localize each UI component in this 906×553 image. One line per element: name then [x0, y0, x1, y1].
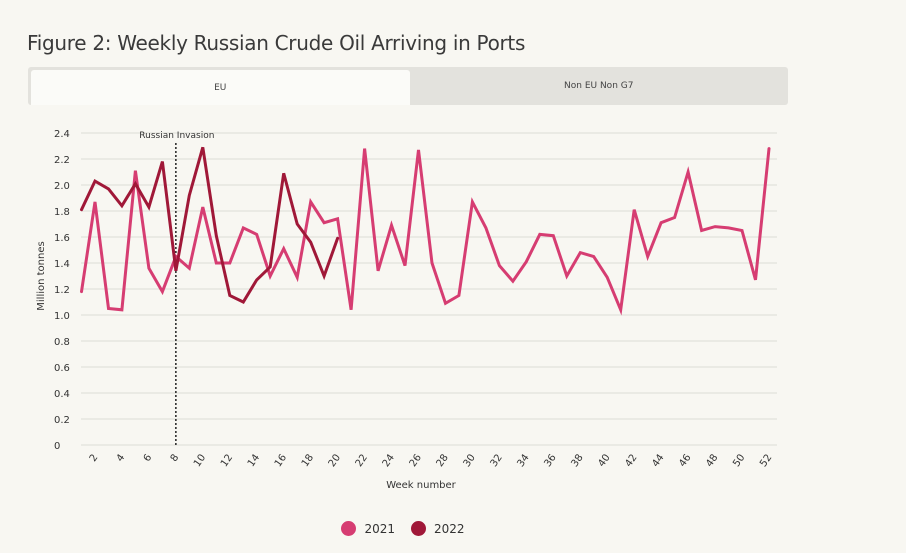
x-tick-label: 6 [142, 452, 155, 464]
x-tick-label: 40 [596, 452, 612, 469]
x-tick-label: 28 [435, 452, 451, 469]
y-tick-label: 0.4 [54, 389, 70, 400]
x-tick-label: 38 [569, 452, 585, 469]
y-tick-label: 2.0 [54, 181, 70, 192]
x-tick-label: 52 [758, 452, 774, 469]
x-tick-label: 26 [408, 452, 424, 469]
x-tick-label: 12 [219, 452, 235, 469]
tab-eu[interactable]: EU [31, 70, 410, 105]
x-tick-label: 14 [246, 452, 262, 469]
x-tick-label: 34 [515, 452, 531, 469]
x-tick-label: 10 [192, 452, 208, 469]
x-tick-label: 30 [462, 452, 478, 469]
x-tick-label: 36 [542, 452, 558, 469]
x-tick-label: 46 [677, 452, 693, 469]
x-tick-label: 20 [327, 452, 343, 469]
x-tick-label: 16 [273, 452, 289, 469]
x-tick-label: 42 [623, 452, 639, 469]
x-tick-label: 2 [88, 452, 101, 464]
legend-swatch-2021 [341, 521, 357, 536]
legend-label-2022: 2022 [434, 521, 465, 536]
x-tick-label: 4 [115, 452, 128, 464]
x-tick-label: 50 [731, 452, 747, 469]
tab-non-eu-non-g7[interactable]: Non EU Non G7 [564, 81, 634, 91]
legend: 2021 2022 [0, 521, 806, 536]
y-tick-label: 1.2 [54, 285, 70, 296]
y-tick-label: 2.2 [54, 155, 70, 166]
x-tick-label: 32 [489, 452, 505, 469]
y-tick-label: 0.2 [54, 415, 70, 426]
y-tick-label: 0.6 [54, 363, 70, 374]
y-tick-label: 1.6 [54, 233, 70, 244]
x-tick-label: 22 [354, 452, 370, 469]
legend-item-2021[interactable]: 2021 [341, 521, 395, 536]
x-axis-title: Week number [386, 480, 456, 491]
y-axis-title: Million tonnes [36, 241, 47, 310]
x-tick-label: 44 [650, 452, 666, 469]
y-tick-label: 1.4 [54, 259, 70, 270]
x-tick-label: 8 [169, 452, 182, 464]
y-tick-label: 0 [54, 441, 60, 452]
series-line-2021 [80, 147, 771, 316]
y-tick-label: 0.8 [54, 337, 70, 348]
legend-swatch-2022 [411, 521, 426, 536]
x-tick-label: 24 [381, 452, 397, 469]
x-tick-label: 18 [300, 452, 316, 469]
y-tick-label: 2.4 [54, 129, 70, 140]
legend-item-2022[interactable]: 2022 [411, 521, 465, 536]
y-tick-label: 1.0 [54, 311, 70, 322]
y-tick-label: 1.8 [54, 207, 70, 218]
annotation-label: Russian Invasion [139, 131, 214, 141]
legend-label-2021: 2021 [364, 521, 395, 536]
x-tick-label: 48 [704, 452, 720, 469]
chart-title: Figure 2: Weekly Russian Crude Oil Arriv… [27, 31, 526, 55]
series-line-2022 [80, 146, 340, 304]
tab-bar: EU Non EU Non G7 [28, 67, 788, 105]
